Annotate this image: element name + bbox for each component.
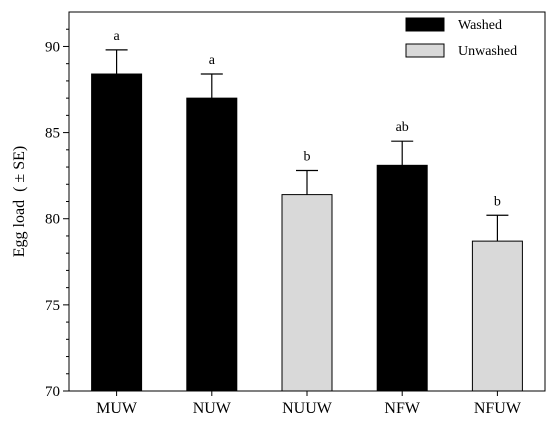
x-tick-label: MUW: [96, 400, 138, 417]
x-tick-label: NUUW: [282, 400, 333, 417]
legend-label: Washed: [458, 18, 502, 33]
significance-label: a: [113, 29, 120, 44]
legend: Washed Unwashed: [405, 17, 517, 59]
legend-swatch: [405, 17, 445, 32]
y-axis-label: Egg load ( ± SE): [11, 146, 28, 257]
significance-label: a: [209, 53, 216, 68]
legend-swatch: [405, 43, 445, 58]
y-tick-label: 85: [45, 126, 60, 142]
y-tick-label: 70: [45, 384, 60, 400]
significance-label: ab: [396, 120, 409, 135]
x-tick-label: NFUW: [474, 400, 522, 417]
x-tick-label: NUW: [193, 400, 232, 417]
y-tick-label: 75: [45, 298, 60, 314]
bar-nuuw: [281, 194, 333, 392]
significance-label: b: [494, 194, 501, 209]
bar-muw: [91, 73, 143, 392]
y-tick-label: 80: [45, 212, 60, 228]
legend-label: Unwashed: [458, 44, 517, 59]
x-axis: MUW NUW NUUW NFW NFUW: [96, 391, 522, 417]
bar-nuw: [186, 97, 238, 392]
x-tick-label: NFW: [384, 400, 420, 417]
bar-nfuw: [471, 240, 523, 392]
y-tick-label: 90: [45, 39, 60, 55]
significance-label: b: [304, 149, 311, 164]
bar-nfw: [376, 164, 428, 392]
